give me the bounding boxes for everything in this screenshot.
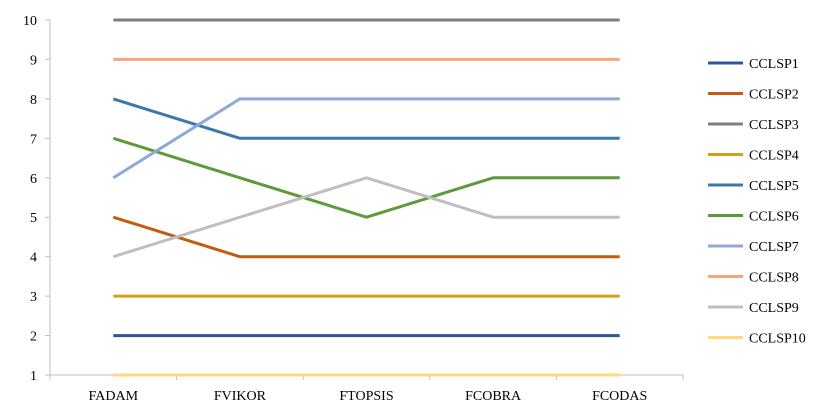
series-line-cclsp7	[112, 97, 620, 180]
y-tick-label: 9	[30, 53, 37, 68]
legend-label-cclsp4: CCLSP4	[749, 149, 799, 164]
x-tick-label: FVIKOR	[214, 389, 267, 404]
legend: CCLSP1 CCLSP2 CCLSP3 CCLSP4 CCLSP5 CCLSP6 CCLS…	[708, 57, 806, 347]
legend-label-cclsp9: CCLSP9	[749, 301, 799, 316]
y-tick-label: 2	[30, 330, 37, 345]
series-line-cclsp2	[112, 215, 620, 259]
y-tick-label: 1	[30, 369, 37, 384]
legend-label-cclsp3: CCLSP3	[749, 118, 799, 133]
series-line-cclsp5	[112, 97, 620, 140]
legend-label-cclsp2: CCLSP2	[749, 88, 799, 103]
y-tick-label: 4	[30, 251, 37, 266]
x-tick-label: FCOBRA	[465, 389, 522, 404]
y-tick-label: 10	[23, 14, 37, 29]
x-tick-label: FCODAS	[592, 389, 647, 404]
x-tick-label: FTOPSIS	[339, 389, 393, 404]
legend-label-cclsp8: CCLSP8	[749, 271, 799, 286]
y-tick-label: 3	[30, 290, 37, 305]
legend-label-cclsp7: CCLSP7	[749, 240, 799, 255]
series-lines	[112, 18, 620, 377]
y-tick-label: 5	[30, 211, 37, 226]
x-tick-label: FADAM	[89, 389, 139, 404]
series-line-cclsp6	[112, 136, 620, 219]
series-line-cclsp9	[112, 176, 620, 259]
legend-label-cclsp1: CCLSP1	[749, 57, 799, 72]
legend-label-cclsp5: CCLSP5	[749, 179, 799, 194]
y-tick-label: 7	[30, 132, 37, 147]
y-tick-label: 8	[30, 93, 37, 108]
axes: 1 2 3 4 5 6 7 8 9 10 FADAM FVIKOR FTOPSIS FCOBRA FCODA…	[23, 14, 684, 404]
legend-label-cclsp6: CCLSP6	[749, 210, 799, 225]
legend-label-cclsp10: CCLSP10	[749, 332, 806, 347]
y-tick-label: 6	[30, 172, 37, 187]
